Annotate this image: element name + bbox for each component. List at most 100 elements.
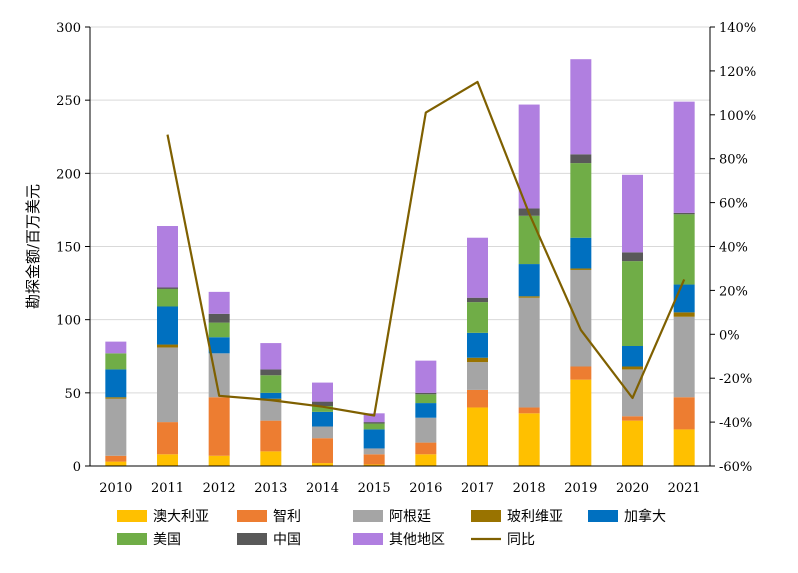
x-tick-label: 2017 xyxy=(461,481,494,496)
legend-item: 加拿大 xyxy=(588,508,666,525)
x-tick-label: 2011 xyxy=(151,481,184,496)
bar-segment xyxy=(518,264,540,297)
bar-segment xyxy=(415,403,437,418)
bar-segment xyxy=(208,455,230,466)
bar-stack-2014 xyxy=(312,382,333,466)
legend-swatch xyxy=(117,510,147,522)
y-tick-label: 50 xyxy=(64,387,81,402)
bar-segment xyxy=(570,379,592,466)
axes: 0 50 100 150 200 250 300 -60% -40% -20% 0% 20% 40% 60… xyxy=(24,21,756,496)
bar-segment xyxy=(208,337,230,354)
x-tick-label: 2012 xyxy=(203,481,236,496)
bar-segment xyxy=(673,101,695,213)
legend-swatch xyxy=(588,510,618,522)
bar-segment xyxy=(415,394,437,404)
bar-stack-2011 xyxy=(157,226,178,466)
bar-segment xyxy=(467,357,488,363)
x-tick-label: 2020 xyxy=(616,481,649,496)
bar-segment xyxy=(157,306,178,345)
bar-segment xyxy=(570,237,592,269)
bar-segment xyxy=(312,463,333,466)
x-tick-label: 2016 xyxy=(409,481,442,496)
bar-segment xyxy=(518,407,540,414)
bar-segment xyxy=(208,313,230,323)
bar-segment xyxy=(363,454,385,465)
bar-segment xyxy=(673,316,695,398)
legend-swatch xyxy=(353,510,383,522)
legend-swatch xyxy=(117,533,147,545)
bar-segment xyxy=(260,400,282,421)
bar-segment xyxy=(105,397,127,399)
bar-segment xyxy=(208,291,230,314)
bar-segment xyxy=(570,366,592,380)
bar-segment xyxy=(415,454,437,466)
bar-stack-2010 xyxy=(105,341,127,466)
legend-swatch xyxy=(471,510,501,522)
legend-item: 同比 xyxy=(471,532,535,548)
bar-stack-2015 xyxy=(363,413,385,466)
y2-tick-label: -40% xyxy=(719,416,752,431)
bar-segment xyxy=(467,362,488,390)
bar-segment xyxy=(260,369,282,376)
x-tick-label: 2015 xyxy=(358,481,391,496)
bar-stack-2018 xyxy=(518,104,540,466)
bar-segment xyxy=(312,382,333,402)
legend-label: 智利 xyxy=(273,509,301,525)
bar-segment xyxy=(415,392,437,395)
bar-segment xyxy=(467,237,488,298)
bar-segment xyxy=(518,104,540,209)
bar-segment xyxy=(363,448,385,455)
bar-segment xyxy=(570,154,592,164)
yoy-line-layer xyxy=(166,80,686,417)
y2-tick-label: 120% xyxy=(719,65,756,80)
legend-label: 阿根廷 xyxy=(389,509,431,525)
y-tick-label: 200 xyxy=(56,167,81,182)
y-tick-label: 100 xyxy=(56,314,81,329)
legend-item: 阿根廷 xyxy=(353,509,431,525)
bar-segment xyxy=(105,455,127,462)
bar-segment xyxy=(673,214,695,285)
bar-segment xyxy=(518,413,540,466)
bar-stack-2019 xyxy=(570,59,592,466)
bar-segment xyxy=(363,422,385,424)
bar-stack-2021 xyxy=(673,101,695,466)
bar-stack-2020 xyxy=(622,174,643,466)
bar-segment xyxy=(467,297,488,303)
legend-label: 美国 xyxy=(153,532,181,548)
bar-segment xyxy=(312,411,333,427)
bar-segment xyxy=(157,347,178,423)
y2-tick-label: -20% xyxy=(719,372,752,387)
y2-tick-label: -60% xyxy=(719,460,752,475)
bar-segment xyxy=(570,268,592,270)
bar-segment xyxy=(467,407,488,466)
legend-item: 智利 xyxy=(237,509,301,525)
legend-item: 中国 xyxy=(237,532,301,548)
legend-item: 美国 xyxy=(117,532,181,548)
legend-swatch xyxy=(353,533,383,545)
legend-swatch xyxy=(237,510,267,522)
bar-segment xyxy=(570,163,592,238)
y-tick-label: 300 xyxy=(56,21,81,36)
bar-segment xyxy=(157,454,178,466)
bar-stack-2013 xyxy=(260,343,282,466)
legend-label: 中国 xyxy=(273,532,301,548)
y-tick-label: 250 xyxy=(56,94,81,109)
legend-item: 玻利维亚 xyxy=(471,509,563,525)
legend-label: 加拿大 xyxy=(624,508,666,525)
bar-segment xyxy=(105,353,127,370)
bar-segment xyxy=(312,401,333,407)
bar-segment xyxy=(312,406,333,412)
bar-segment xyxy=(673,312,695,317)
legend-label: 同比 xyxy=(507,532,535,548)
legend-label: 玻利维亚 xyxy=(507,509,563,525)
bar-segment xyxy=(673,429,695,466)
bar-stack-2017 xyxy=(467,237,488,466)
bar-segment xyxy=(157,344,178,348)
x-tick-label: 2019 xyxy=(564,481,597,496)
bar-segment xyxy=(105,461,127,466)
bar-segment xyxy=(570,269,592,367)
bar-segment xyxy=(260,375,282,393)
